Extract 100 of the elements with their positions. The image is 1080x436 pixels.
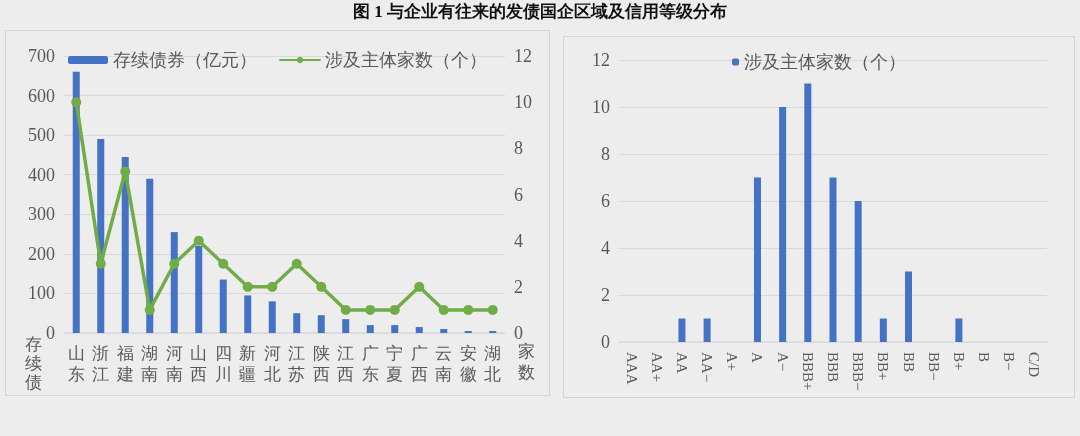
x-tick-label: 福建 [115, 344, 134, 384]
point [120, 166, 131, 177]
y2-tick-label: 2 [514, 276, 523, 297]
y-tick-label: 500 [28, 125, 55, 146]
bar [804, 83, 812, 342]
y-axis-title: 存续债 [25, 335, 42, 392]
bar [391, 325, 399, 333]
x-tick-label: 江西 [337, 344, 355, 384]
x-tick-label: 四川 [214, 344, 232, 384]
point [463, 304, 474, 315]
y-tick-label: 300 [28, 204, 55, 225]
bar [415, 327, 423, 333]
y-tick-label: 600 [28, 85, 55, 106]
point [438, 304, 449, 315]
x-tick-label: 安徽 [459, 344, 477, 384]
x-tick-label: 湖南 [141, 344, 159, 384]
x-tick-label: 湖北 [484, 344, 502, 384]
legend-label: 涉及主体家数（个） [325, 50, 487, 70]
y2-axis-title: 家数 [518, 342, 535, 382]
bar [72, 71, 80, 333]
point [95, 258, 106, 269]
x-tick-label: A+ [724, 352, 741, 372]
x-tick-label: 广西 [410, 344, 428, 384]
point [487, 304, 498, 315]
x-tick-label: BBB− [850, 352, 867, 391]
legend-label: 存续债券（亿元） [113, 50, 257, 70]
y2-tick-label: 8 [514, 138, 523, 159]
x-tick-label: AAA [623, 352, 640, 385]
bar [195, 245, 203, 333]
y-tick-label: 0 [601, 332, 610, 352]
y2-tick-label: 10 [514, 92, 532, 113]
x-tick-label: BBB [825, 352, 841, 383]
y2-tick-label: 12 [514, 46, 532, 66]
x-tick-label: 陕西 [312, 344, 330, 384]
x-tick-label: B− [1001, 352, 1018, 371]
bar [905, 271, 913, 342]
x-tick-label: AA+ [648, 352, 665, 383]
bar [268, 301, 276, 333]
x-tick-label: 新疆 [239, 344, 257, 384]
bar [779, 107, 787, 342]
point [340, 304, 351, 315]
x-tick-label: 浙江 [92, 344, 110, 384]
point [316, 281, 327, 292]
y-tick-label: 8 [601, 144, 610, 164]
x-tick-label: A [749, 352, 766, 363]
bar [293, 313, 301, 333]
y-tick-label: 12 [592, 50, 610, 70]
bar [317, 315, 325, 333]
x-tick-label: AA− [699, 352, 716, 383]
bar [440, 329, 448, 333]
bar [955, 318, 963, 342]
y-tick-label: 6 [601, 191, 610, 211]
y-tick-label: 700 [28, 46, 55, 66]
point [242, 281, 253, 292]
point [291, 258, 302, 269]
x-tick-label: AA [673, 352, 690, 374]
x-tick-label: 江苏 [288, 344, 306, 384]
point [414, 281, 425, 292]
bar [703, 318, 711, 342]
x-tick-label: C/D [1026, 352, 1043, 378]
x-tick-label: B [976, 352, 993, 363]
y-tick-label: 4 [601, 238, 610, 258]
bar [342, 319, 350, 333]
point [218, 258, 229, 269]
point [71, 97, 82, 108]
y-tick-label: 2 [601, 285, 610, 305]
text: 图 1 与企业有往来的发债国企区域及信用等级分布 [352, 1, 728, 23]
bar [854, 201, 862, 342]
legend-label: 涉及主体家数（个） [744, 52, 906, 72]
y-tick-label: 200 [28, 243, 55, 264]
y-tick-label: 0 [46, 323, 55, 343]
x-tick-label: BB− [925, 352, 942, 381]
y-tick-label: 400 [28, 164, 55, 185]
bar [219, 279, 227, 333]
x-tick-label: 云南 [435, 344, 453, 384]
point [193, 235, 204, 246]
x-tick-label: 山东 [67, 344, 85, 384]
bar [244, 295, 252, 333]
point [169, 258, 180, 269]
bar [753, 177, 761, 342]
x-tick-label: 广东 [361, 344, 379, 384]
y-tick-label: 10 [592, 97, 610, 117]
x-tick-label: B+ [950, 352, 967, 371]
x-tick-label: 宁夏 [386, 344, 404, 384]
x-tick-label: 山西 [190, 344, 208, 384]
bar [366, 325, 374, 333]
y2-tick-label: 0 [514, 323, 523, 343]
x-tick-label: 河南 [165, 344, 183, 384]
point [144, 304, 155, 315]
x-tick-label: BB [900, 352, 917, 373]
x-tick-label: BB+ [875, 352, 892, 381]
bar [678, 318, 686, 342]
x-tick-label: 河北 [263, 344, 281, 384]
bar [829, 177, 837, 342]
y2-tick-label: 6 [514, 184, 523, 205]
y2-tick-label: 4 [514, 230, 523, 251]
point [267, 281, 278, 292]
x-tick-label: BBB+ [799, 352, 816, 391]
point [365, 304, 376, 315]
y-tick-label: 100 [28, 283, 55, 304]
